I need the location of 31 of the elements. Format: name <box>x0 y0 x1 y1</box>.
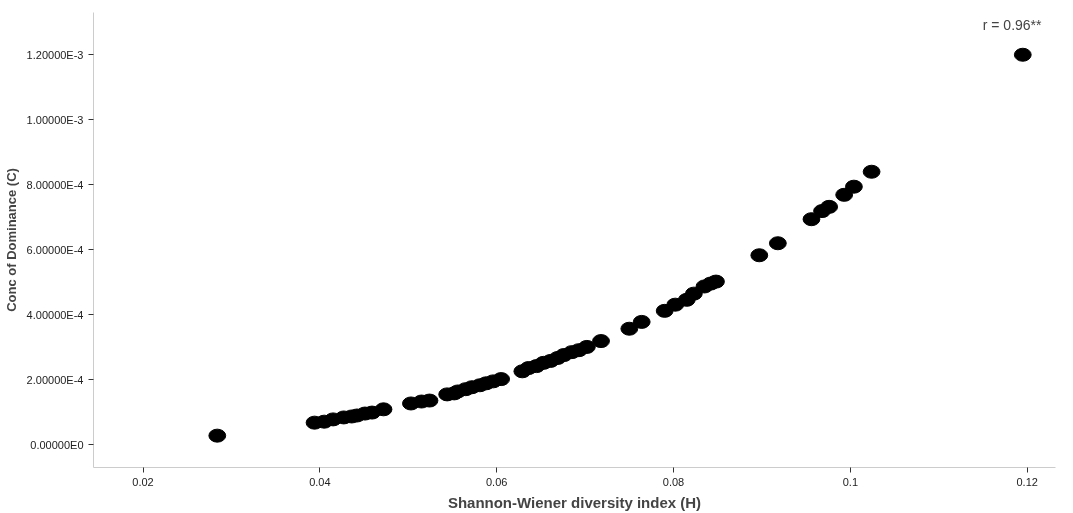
y-tick-label: 8.00000E-4 <box>26 178 84 191</box>
y-tick-label: 2.00000E-4 <box>26 373 84 386</box>
point <box>845 179 863 194</box>
y-tick-label: 0.00000E0 <box>30 438 84 451</box>
x-tick-label: 0.08 <box>662 475 685 488</box>
point <box>632 314 651 329</box>
point <box>620 321 639 336</box>
point <box>750 248 769 263</box>
point <box>862 164 881 179</box>
point <box>1013 47 1032 62</box>
point <box>592 334 610 349</box>
x-tick-label: 0.06 <box>485 475 508 488</box>
x-tick-label: 0.02 <box>132 475 154 488</box>
y-tick-label: 6.00000E-4 <box>26 243 84 256</box>
point <box>577 339 596 354</box>
point <box>820 199 839 214</box>
point <box>374 402 393 417</box>
point <box>768 236 787 251</box>
point <box>802 212 821 227</box>
y-tick-label: 1.20000E-3 <box>26 48 84 61</box>
x-tick-label: 0.12 <box>1016 475 1038 488</box>
x-tick-label: 0.04 <box>309 475 331 488</box>
y-tick-label: 4.00000E-4 <box>26 308 84 321</box>
point <box>208 428 227 443</box>
y-axis-title: Conc of Dominance (C) <box>3 168 19 312</box>
point <box>707 274 725 289</box>
point <box>492 372 511 387</box>
annotation: r = 0.96** <box>982 16 1043 33</box>
x-axis-title: Shannon-Wiener diversity index (H) <box>447 493 702 511</box>
x-tick-label: 0.1 <box>842 475 859 488</box>
y-tick-label: 1.00000E-3 <box>26 113 84 126</box>
